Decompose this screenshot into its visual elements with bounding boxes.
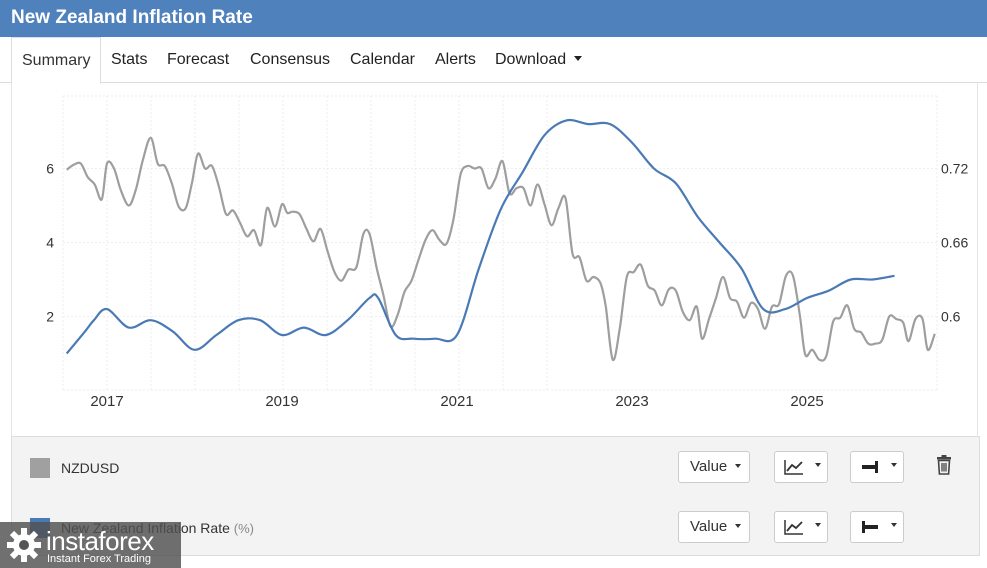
tab-forecast-label: Forecast — [167, 51, 230, 68]
tab-alerts-label: Alerts — [435, 51, 476, 68]
value-select-label: Value — [690, 458, 728, 475]
tab-bar: Summary Stats Forecast Consensus Calenda… — [0, 37, 987, 84]
watermark: instaforex Instant Forex Trading — [0, 522, 181, 568]
line-chart-icon — [784, 460, 803, 475]
x-tick-label: 2023 — [615, 393, 648, 410]
tab-summary-label: Summary — [22, 52, 91, 69]
tab-download[interactable]: Download — [495, 37, 583, 83]
tab-forecast[interactable]: Forecast — [167, 37, 229, 83]
title-bar: New Zealand Inflation Rate — [0, 0, 987, 37]
right-axis-tick-label: 0.66 — [941, 235, 968, 251]
chevron-down-icon — [815, 523, 821, 527]
axis-select-inflation[interactable] — [850, 511, 904, 543]
left-axis-tick-label: 4 — [46, 235, 54, 251]
chevron-down-icon — [735, 524, 742, 529]
left-axis-tick-label: 6 — [46, 161, 54, 177]
chart-area: 2017 2019 2021 2023 2025 2 4 6 0.6 0.66 0.72 — [11, 83, 978, 436]
value-select-nzdusd[interactable]: Value — [678, 451, 750, 483]
left-axis-icon — [862, 521, 878, 533]
chevron-down-icon — [891, 523, 897, 527]
trash-icon[interactable] — [936, 455, 952, 475]
left-axis-tick-label: 2 — [46, 309, 54, 325]
x-tick-label: 2017 — [90, 393, 123, 410]
right-axis-tick-label: 0.6 — [941, 309, 961, 325]
tab-stats-label: Stats — [111, 51, 148, 68]
right-axis-icon — [862, 461, 878, 473]
gear-logo-icon — [7, 528, 41, 562]
watermark-tagline: Instant Forex Trading — [47, 553, 151, 565]
x-tick-label: 2025 — [790, 393, 823, 410]
chart-svg: 2017 2019 2021 2023 2025 2 4 6 0.6 0.66 0.72 — [46, 95, 968, 410]
line-chart-icon — [784, 520, 803, 535]
chart-type-select-nzdusd[interactable] — [774, 451, 828, 483]
chevron-down-icon — [815, 463, 821, 467]
inflation-series-line — [65, 118, 895, 355]
watermark-brand: instaforex — [46, 526, 154, 556]
tab-summary[interactable]: Summary — [11, 37, 102, 84]
chevron-down-icon — [891, 463, 897, 467]
chevron-down-icon — [574, 56, 583, 62]
value-select-inflation[interactable]: Value — [678, 511, 750, 543]
chart-type-select-inflation[interactable] — [774, 511, 828, 543]
legend-swatch-nzdusd — [30, 458, 50, 478]
tab-alerts[interactable]: Alerts — [435, 37, 476, 83]
legend-row-nzdusd: NZDUSD Value — [12, 437, 979, 497]
x-tick-label: 2021 — [440, 393, 473, 410]
legend-name-nzdusd: NZDUSD — [61, 460, 120, 476]
x-tick-label: 2019 — [265, 393, 298, 410]
legend-unit-inflation: (%) — [233, 521, 254, 536]
axis-select-nzdusd[interactable] — [850, 451, 904, 483]
nzdusd-series-line — [66, 136, 936, 362]
tab-consensus[interactable]: Consensus — [250, 37, 330, 83]
value-select-label: Value — [690, 518, 728, 535]
legend-label-nzdusd: NZDUSD — [61, 460, 119, 476]
tab-calendar[interactable]: Calendar — [350, 37, 415, 83]
chevron-down-icon — [735, 464, 742, 469]
tab-calendar-label: Calendar — [350, 51, 415, 68]
page-title: New Zealand Inflation Rate — [11, 7, 253, 28]
right-axis-tick-label: 0.72 — [941, 161, 968, 177]
tab-download-label: Download — [495, 51, 567, 68]
tab-stats[interactable]: Stats — [111, 37, 147, 83]
tab-consensus-label: Consensus — [250, 51, 331, 68]
